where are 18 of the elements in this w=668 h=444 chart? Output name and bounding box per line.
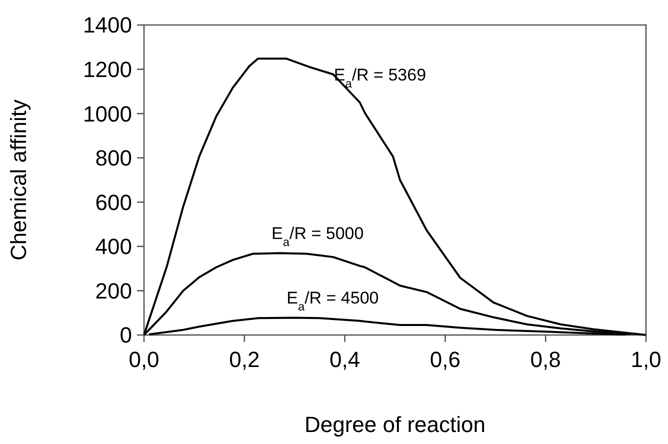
y-axis-title: Chemical affinity xyxy=(6,100,31,260)
y-tick-label: 200 xyxy=(95,278,132,304)
y-tick-label: 1200 xyxy=(83,56,132,82)
y-tick-label: 800 xyxy=(95,146,132,171)
x-tick-label: 0,6 xyxy=(430,347,460,372)
y-tick-label: 1000 xyxy=(83,101,132,126)
series-label: E$_{a}$/R = 4500 xyxy=(286,288,379,314)
x-tick-label: 1,0 xyxy=(630,347,662,372)
x-axis-title: Degree of reaction xyxy=(304,412,486,437)
y-tick-label: 1400 xyxy=(83,12,132,38)
x-tick-label: 0,2 xyxy=(229,347,260,372)
y-tick-label: 400 xyxy=(95,234,132,260)
x-tick-label: 0,4 xyxy=(330,347,360,372)
x-tick-label: 0,0 xyxy=(128,347,160,372)
x-tick-label: 0,8 xyxy=(530,347,561,372)
y-tick-label: 600 xyxy=(95,190,132,215)
y-tick-label: 0 xyxy=(120,322,132,348)
series-label: E$_{a}$/R = 5000 xyxy=(272,224,364,250)
